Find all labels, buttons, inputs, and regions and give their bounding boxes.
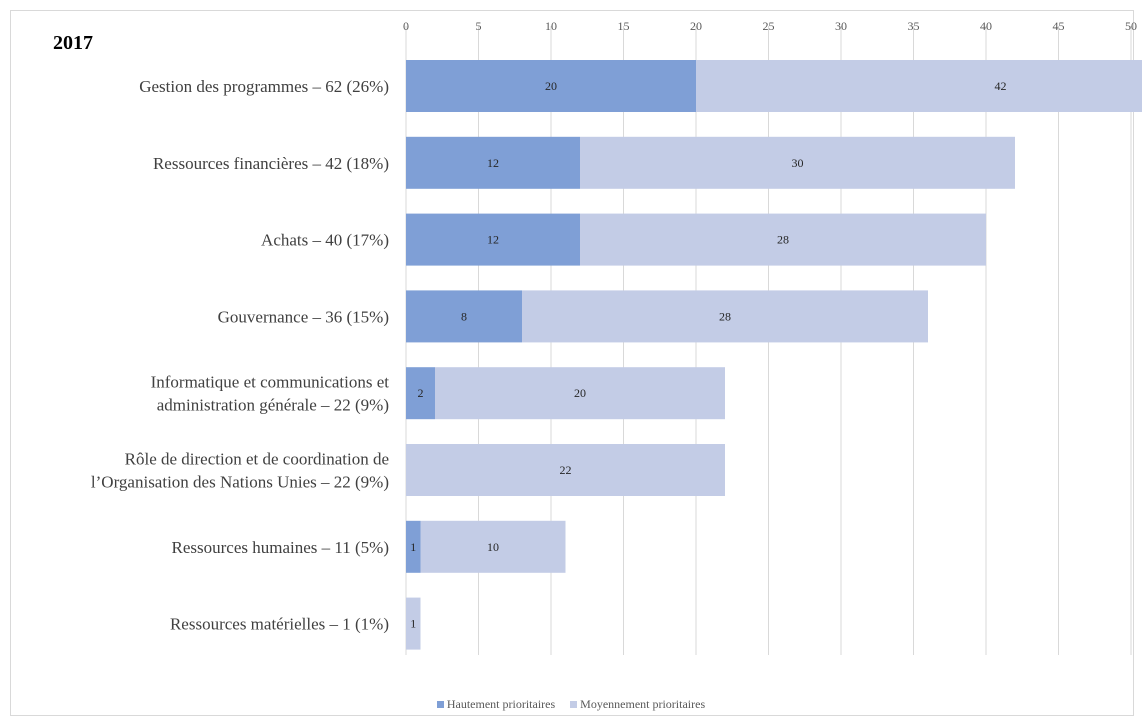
data-label: 28 [719, 309, 731, 323]
data-label: 10 [487, 540, 499, 554]
x-tick-label: 15 [618, 19, 630, 33]
data-label: 1 [410, 617, 416, 631]
bar-segment [406, 136, 580, 189]
chart-title: 2017 [53, 32, 93, 54]
bar-segment [406, 290, 522, 343]
data-label: 2 [418, 386, 424, 400]
legend-label-hautement: Hautement prioritaires [446, 697, 556, 711]
category-label: administration générale – 22 (9%) [157, 396, 389, 415]
legend: Hautement prioritaires Moyennement prior… [0, 697, 1142, 712]
x-tick-label: 50 [1125, 19, 1137, 33]
data-label: 12 [487, 233, 499, 247]
data-label: 12 [487, 156, 499, 170]
data-label: 20 [545, 79, 557, 93]
bar-segment [406, 213, 580, 266]
category-label: Gestion des programmes – 62 (26%) [139, 77, 389, 96]
x-tick-label: 30 [835, 19, 847, 33]
data-label: 20 [574, 386, 586, 400]
data-label: 22 [560, 463, 572, 477]
data-label: 30 [792, 156, 804, 170]
legend-swatch-moyennement [570, 701, 578, 708]
x-tick-label: 45 [1053, 19, 1065, 33]
x-tick-label: 10 [545, 19, 557, 33]
category-label: Achats – 40 (17%) [261, 231, 389, 250]
bar-segment [696, 60, 1142, 112]
category-label: l’Organisation des Nations Unies – 22 (9… [91, 473, 389, 492]
legend-label-moyennement: Moyennement prioritaires [580, 697, 706, 711]
bar-segment [406, 520, 421, 573]
bar-segment [406, 60, 696, 112]
category-label: Rôle de direction et de coordination de [125, 450, 389, 469]
bar-segment [420, 520, 566, 573]
x-tick-label: 20 [690, 19, 702, 33]
data-label: 1 [410, 540, 416, 554]
category-label: Gouvernance – 36 (15%) [218, 307, 389, 326]
x-tick-label: 0 [403, 19, 409, 33]
x-tick-label: 40 [980, 19, 992, 33]
x-tick-label: 25 [763, 19, 775, 33]
legend-item-moyennement: Moyennement prioritaires [570, 697, 705, 712]
bar-segment [435, 367, 725, 420]
bar-segment [522, 290, 928, 343]
x-tick-label: 35 [908, 19, 920, 33]
bar-segment [406, 444, 725, 496]
data-label: 28 [777, 233, 789, 247]
bar-segment [406, 597, 421, 650]
data-label: 8 [461, 309, 467, 323]
bar-segment [406, 367, 435, 420]
data-label: 42 [995, 79, 1007, 93]
legend-swatch-hautement [436, 701, 444, 708]
category-label: Ressources matérielles – 1 (1%) [170, 615, 389, 634]
category-label: Informatique et communications et [151, 373, 390, 392]
category-label: Ressources humaines – 11 (5%) [172, 538, 390, 557]
legend-item-hautement: Hautement prioritaires [436, 697, 556, 712]
bar-segment [580, 136, 1015, 189]
bar-segment [580, 213, 986, 266]
category-label: Ressources financières – 42 (18%) [153, 154, 389, 173]
x-tick-label: 5 [476, 19, 482, 33]
